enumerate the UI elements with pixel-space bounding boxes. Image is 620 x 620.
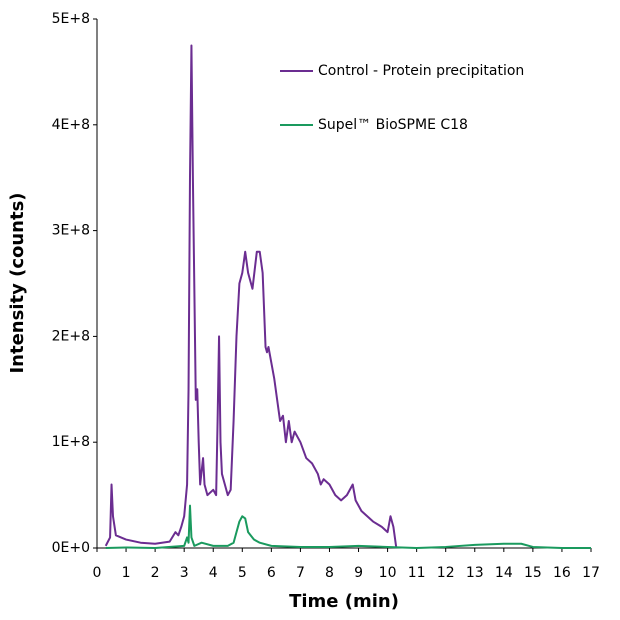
x-tick-label: 12 [437, 565, 455, 581]
y-tick-label: 3E+8 [52, 223, 90, 239]
x-axis-title: Time (min) [289, 591, 399, 612]
y-tick-label: 2E+8 [52, 328, 90, 344]
x-tick-label: 6 [267, 565, 276, 581]
x-tick-label: 1 [122, 565, 131, 581]
x-tick-label: 0 [93, 565, 102, 581]
series-line [104, 44, 398, 549]
y-tick-label: 0E+0 [52, 540, 90, 556]
x-tick-label: 4 [209, 565, 218, 581]
x-tick-label: 10 [379, 565, 397, 581]
x-tick-label: 5 [238, 565, 247, 581]
x-tick-label: 9 [354, 565, 363, 581]
x-tick-label: 15 [524, 565, 542, 581]
series-line [105, 504, 591, 549]
x-tick-label: 13 [466, 565, 484, 581]
y-tick-label: 1E+8 [52, 434, 90, 450]
x-tick-label: 3 [180, 565, 189, 581]
x-tick-label: 14 [495, 565, 513, 581]
x-tick-label: 2 [151, 565, 160, 581]
y-tick-label: 4E+8 [52, 117, 90, 133]
x-tick-label: 16 [553, 565, 571, 581]
legend-label: Control - Protein precipitation [318, 63, 524, 79]
x-tick-label: 17 [582, 565, 600, 581]
x-tick-label: 7 [296, 565, 305, 581]
y-tick-label: 5E+8 [52, 11, 90, 27]
legend-label: Supel™ BioSPME C18 [318, 117, 468, 133]
y-axis-title: Intensity (counts) [7, 192, 28, 373]
x-tick-label: 11 [408, 565, 426, 581]
x-tick-label: 8 [325, 565, 334, 581]
